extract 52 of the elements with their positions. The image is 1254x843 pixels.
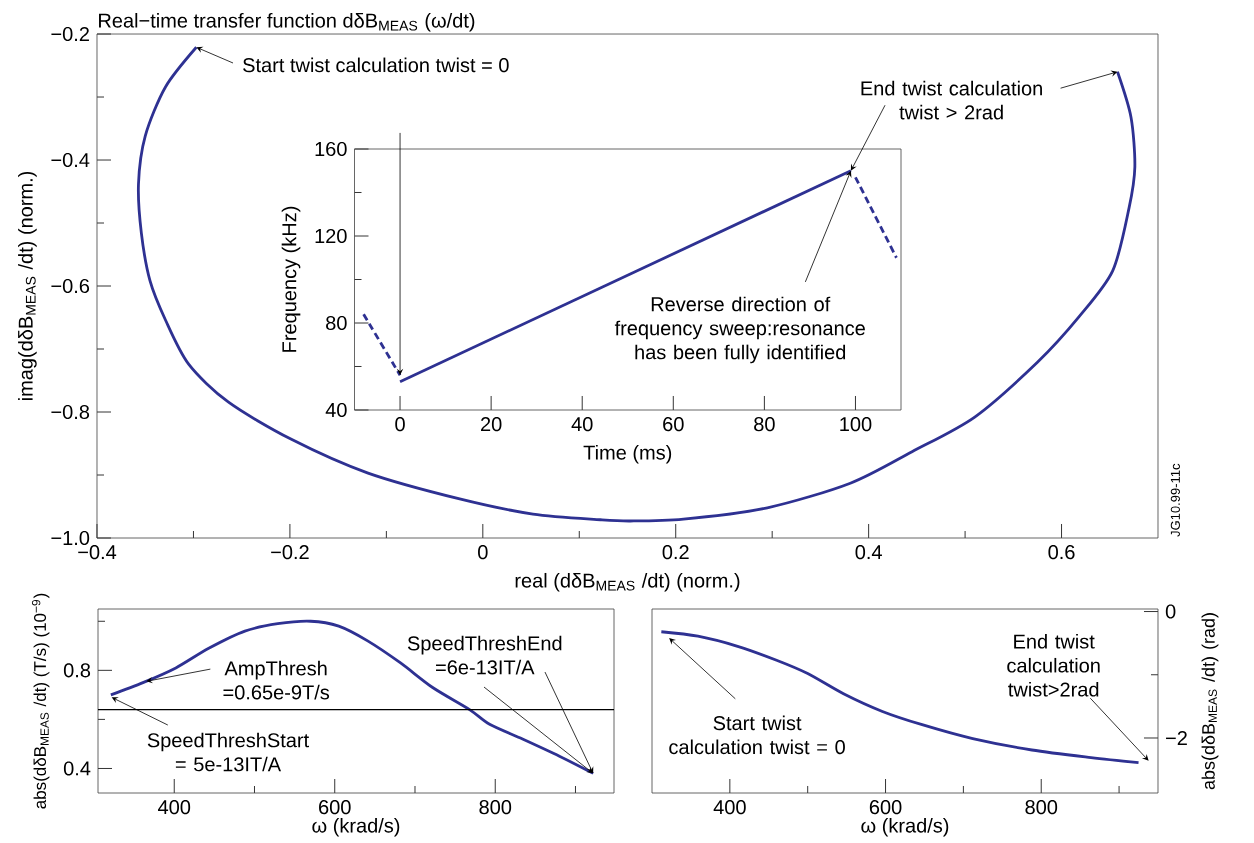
x-tick-label: 100 — [840, 417, 872, 432]
annotation: Reverse direction of frequency sweep:resonance has been fully identified — [614, 296, 865, 364]
annotation: Start twist calculation twist = 0 — [243, 57, 509, 73]
y2-axis-title: abs(dδB$_{MEAS}$ /dt) (rad) — [1201, 613, 1219, 790]
x-tick-label: 0.6 — [1048, 545, 1075, 560]
y-tick-label: −1.0 — [51, 530, 90, 546]
x-tick-label: 600 — [869, 800, 902, 815]
y-tick-label: −0.8 — [51, 404, 90, 420]
x-axis-title: real (dδB$_{MEAS}$ /dt) (norm.) — [515, 572, 740, 592]
y-axis-title: abs(dδB$_{MEAS}$ /dt) (T/s) (10$^{−9}$) — [31, 593, 50, 809]
x-axis-title: Time (ms) — [583, 444, 672, 464]
x-tick-label: 800 — [1025, 800, 1058, 815]
x-tick-label: 60 — [663, 417, 684, 432]
x-tick-label: 0.2 — [662, 545, 689, 560]
chart-title: Real−time transfer function dδB$_{MEAS}$ (ω/dt) — [99, 12, 475, 32]
annotation: SpeedThreshStart = 5e-13IT/A — [147, 732, 310, 772]
line-series — [137, 45, 1137, 523]
annotation: SpeedThreshEnd =6e-13IT/A — [407, 635, 562, 675]
y-tick-label: 160 — [315, 141, 347, 157]
y-tick-label: 0.4 — [63, 761, 91, 776]
x-tick-label: 600 — [319, 800, 351, 815]
x-tick-label: −0.2 — [271, 545, 309, 560]
x-tick-label: 0 — [478, 545, 488, 560]
annotation: End twist calculation twist > 2rad — [861, 80, 1042, 120]
y-tick-label: −0.6 — [51, 278, 90, 294]
y-tick-label: −0.2 — [51, 26, 89, 42]
x-tick-label: −0.4 — [78, 545, 117, 560]
x-tick-label: 400 — [713, 800, 746, 815]
line-series — [659, 630, 1140, 765]
y-tick-label: −0.4 — [51, 152, 90, 168]
y-tick-label: 0.8 — [63, 663, 91, 678]
x-axis-title: ω (krad/s) — [312, 817, 400, 837]
annotation: End twist calculation twist>2rad — [1007, 633, 1100, 697]
x-tick-label: 800 — [479, 800, 512, 815]
y-axis-title: Frequency (kHz) — [281, 206, 301, 352]
x-tick-label: 40 — [571, 417, 593, 432]
y2-tick-label: −2 — [1166, 731, 1187, 745]
text: JG10.99-11c — [1170, 463, 1180, 537]
annotation: Start twist calculation twist = 0 — [669, 715, 845, 755]
y-axis-title: imag(dδB$_{MEAS}$ /dt) (norm.) — [18, 171, 37, 401]
x-tick-label: 80 — [754, 417, 775, 432]
x-tick-label: 0 — [395, 417, 405, 432]
x-tick-label: 0.4 — [855, 545, 882, 560]
y-tick-label: 80 — [326, 315, 347, 331]
x-axis-title: ω (krad/s) — [861, 817, 949, 837]
x-tick-label: 400 — [158, 800, 191, 815]
y-tick-label: 120 — [315, 228, 347, 244]
annotation: AmpThresh =0.65e-9T/s — [223, 660, 330, 700]
y-tick-label: 40 — [325, 402, 347, 418]
x-tick-label: 20 — [481, 417, 502, 432]
y2-tick-label: 0 — [1165, 604, 1176, 619]
line-series — [109, 619, 595, 775]
